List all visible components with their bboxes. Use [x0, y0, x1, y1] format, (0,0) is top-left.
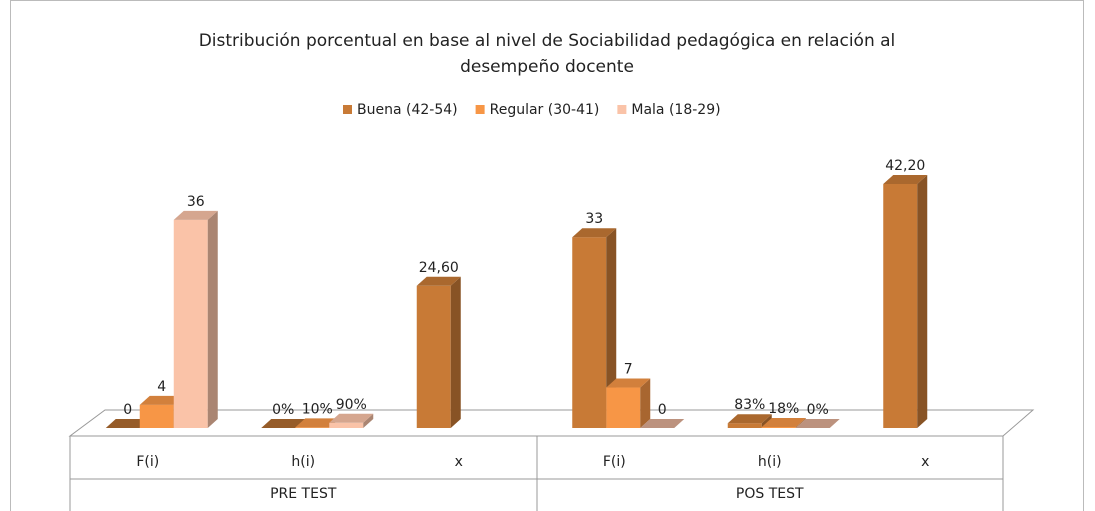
data-label: 42,20 [885, 158, 925, 174]
data-label: 0 [123, 402, 132, 418]
bar-top [416, 276, 461, 286]
bar [606, 378, 651, 428]
data-label: 10% [302, 401, 333, 417]
bar [329, 413, 374, 428]
bar-front [883, 184, 918, 428]
bar-top [139, 395, 184, 405]
bar [640, 419, 685, 428]
data-label: 36 [187, 194, 205, 210]
bar-top [727, 414, 772, 424]
bar-top [261, 419, 306, 428]
bar-front [295, 427, 330, 428]
data-label: 90% [336, 397, 367, 413]
bar-top [761, 417, 806, 427]
bar-side [363, 413, 374, 428]
bar-side [917, 175, 928, 428]
group-label: PRE TEST [270, 486, 337, 502]
bar-top [329, 413, 374, 423]
x-tick-label: F(i) [603, 454, 626, 470]
bar-side [606, 228, 617, 428]
data-label: 0% [807, 402, 829, 418]
bar [883, 175, 928, 428]
bar [261, 419, 306, 428]
bar [572, 228, 617, 428]
bar-top [105, 419, 150, 428]
bar-front [727, 423, 762, 428]
data-label: 0 [658, 402, 667, 418]
bar-side [761, 414, 772, 428]
legend-label: Buena (42-54) [357, 102, 458, 118]
bar-top [606, 378, 651, 388]
bar [795, 419, 840, 428]
data-label: 24,60 [419, 260, 459, 276]
data-label: 83% [734, 397, 765, 413]
floor [68, 409, 1035, 437]
bar-front [139, 404, 174, 428]
bar-top [173, 210, 218, 220]
bar-front [329, 422, 364, 428]
data-label: 33 [585, 211, 603, 227]
chart-title: Distribución porcentual en base al nivel… [198, 31, 896, 77]
chart-border [10, 0, 1084, 511]
legend-swatch [617, 105, 627, 114]
x-tick-label: h(i) [291, 454, 315, 470]
bar-top [295, 418, 340, 428]
bar-top [795, 419, 840, 428]
data-label: 4 [157, 379, 166, 395]
bar [416, 276, 461, 428]
bar-side [640, 378, 651, 428]
legend: Buena (42-54) Regular (30-41) Mala (18-29) [343, 102, 721, 118]
bar-top [883, 175, 928, 184]
data-label: 0% [272, 402, 294, 418]
bar-top [640, 419, 685, 428]
bar-side [795, 417, 806, 428]
bar [173, 210, 218, 428]
legend-swatch [475, 105, 485, 114]
bar-top [572, 228, 617, 238]
bar-front [173, 219, 208, 428]
x-tick-label: x [921, 454, 929, 470]
bar-front [416, 285, 451, 428]
x-tick-label: F(i) [136, 454, 159, 470]
legend-swatch [343, 105, 352, 114]
bar-side [450, 276, 461, 428]
x-tick-label: h(i) [758, 454, 782, 470]
group-label: POS TEST [736, 486, 804, 502]
bar [727, 414, 772, 428]
legend-label: Mala (18-29) [631, 102, 720, 118]
x-tick-label: x [455, 454, 463, 470]
legend-label: Regular (30-41) [490, 102, 600, 118]
bar-front [572, 237, 607, 428]
bar-side [207, 210, 218, 428]
bar-front [761, 426, 796, 428]
data-label: 7 [624, 362, 633, 378]
bar [105, 419, 150, 428]
data-label: 18% [768, 401, 799, 417]
bar [761, 417, 806, 428]
bar-front [606, 387, 641, 428]
